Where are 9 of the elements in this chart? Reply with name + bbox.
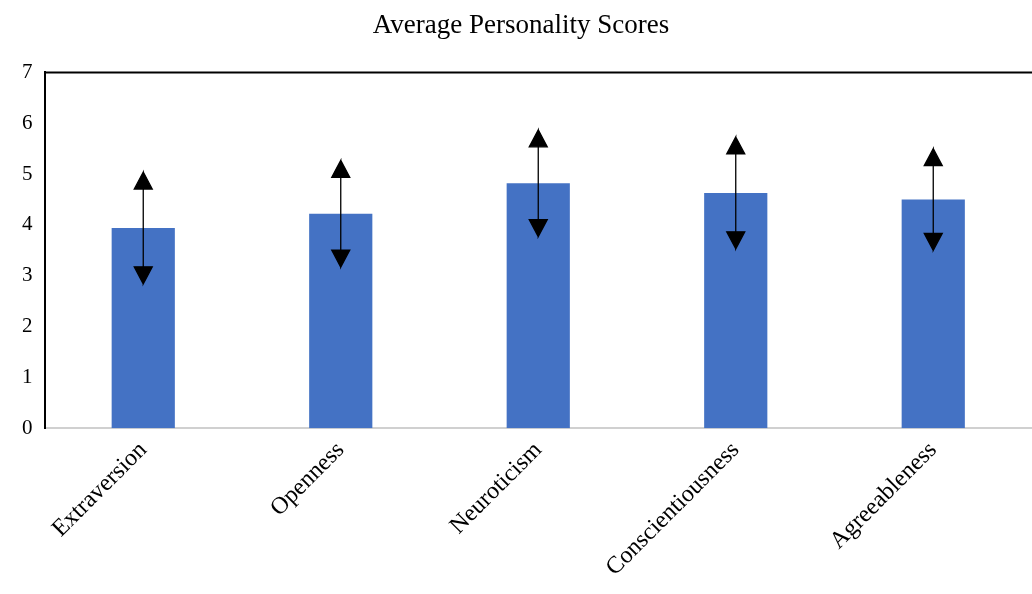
chart-title: Average Personality Scores bbox=[372, 9, 670, 40]
y-tick-label: 4 bbox=[22, 211, 33, 236]
y-tick-label: 1 bbox=[22, 363, 33, 388]
y-tick-label: 0 bbox=[22, 414, 33, 439]
y-tick-label: 6 bbox=[22, 109, 33, 134]
y-tick-label: 3 bbox=[22, 262, 33, 287]
y-tick-label: 5 bbox=[22, 160, 33, 185]
y-tick-label: 7 bbox=[22, 58, 33, 83]
y-tick-label: 2 bbox=[22, 313, 33, 338]
